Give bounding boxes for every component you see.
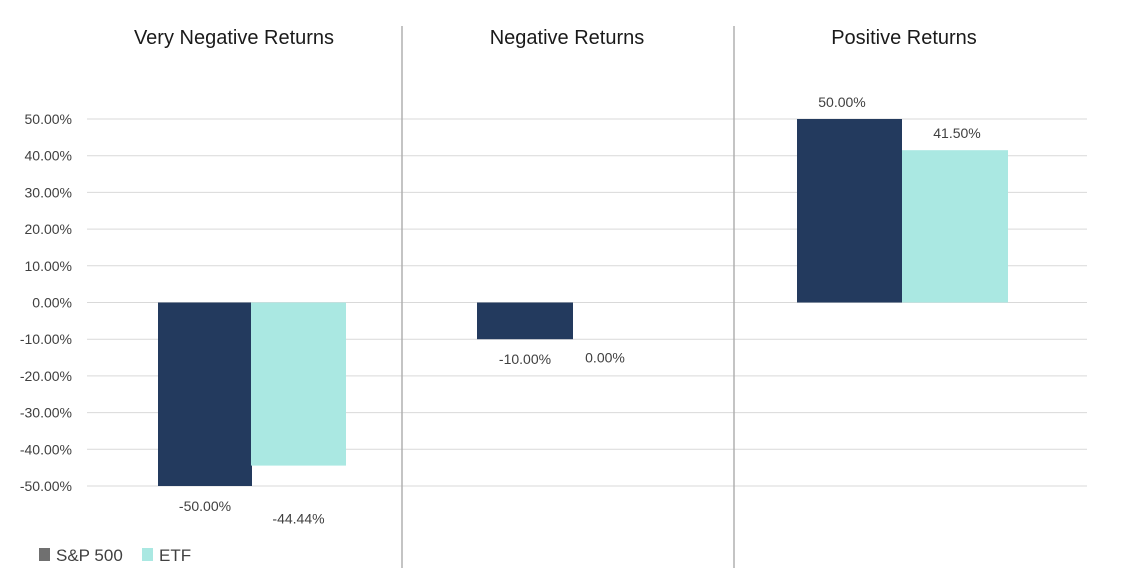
panel-dividers	[401, 26, 735, 568]
legend: S&P 500 ETF	[39, 546, 191, 565]
bar-etf	[902, 150, 1008, 303]
data-label-etf: 41.50%	[933, 125, 980, 141]
y-tick-label: 30.00%	[25, 184, 72, 200]
panel-title-very-negative: Very Negative Returns	[134, 27, 334, 49]
y-tick-label: 40.00%	[25, 148, 72, 164]
legend-label-sp500: S&P 500	[56, 546, 123, 565]
legend-label-etf: ETF	[159, 546, 191, 565]
y-tick-label: -50.00%	[20, 478, 72, 494]
data-label-etf: 0.00%	[585, 350, 625, 366]
legend-marker-etf	[142, 548, 153, 561]
panel-title-positive: Positive Returns	[831, 27, 977, 49]
panel-titles: Very Negative Returns Negative Returns P…	[134, 27, 977, 49]
y-tick-label: -40.00%	[20, 441, 72, 457]
panel-title-negative: Negative Returns	[490, 27, 645, 49]
bar-sp500	[477, 302, 573, 340]
y-tick-label: 10.00%	[25, 258, 72, 274]
bar-sp500	[158, 302, 252, 486]
bars	[158, 119, 1008, 486]
y-tick-label: 20.00%	[25, 221, 72, 237]
y-tick-label: 0.00%	[32, 295, 72, 311]
legend-marker-sp500	[39, 548, 50, 561]
y-tick-label: 50.00%	[25, 111, 72, 127]
y-axis-tick-labels: 50.00% 40.00% 30.00% 20.00% 10.00% 0.00% -10.0…	[20, 111, 72, 494]
data-label-sp500: -10.00%	[499, 351, 551, 367]
data-label-sp500: -50.00%	[179, 498, 231, 514]
y-tick-label: -30.00%	[20, 405, 72, 421]
bar-etf	[251, 302, 346, 466]
data-label-etf: -44.44%	[272, 511, 324, 527]
data-label-sp500: 50.00%	[818, 94, 865, 110]
y-tick-label: -20.00%	[20, 368, 72, 384]
data-labels: -50.00% -10.00% 50.00% -44.44% 0.00% 41.50%	[179, 94, 981, 527]
y-tick-label: -10.00%	[20, 331, 72, 347]
bar-sp500	[797, 119, 902, 303]
